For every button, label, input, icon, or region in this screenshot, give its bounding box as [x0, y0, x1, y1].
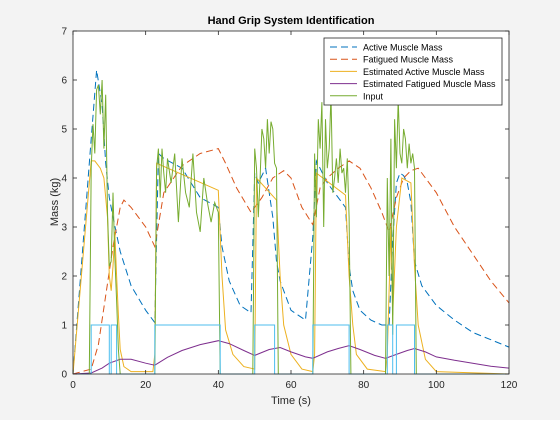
x-tick-label: 120	[501, 380, 518, 391]
x-tick-label: 80	[358, 380, 370, 391]
y-tick-label: 1	[61, 321, 67, 332]
x-axis-label: Time (s)	[271, 395, 311, 407]
y-tick-label: 2	[61, 272, 67, 283]
x-tick-label: 0	[70, 380, 76, 391]
legend: Active Muscle Mass Fatigued Muscle Mass Es…	[324, 38, 502, 105]
legend-label: Active Muscle Mass	[363, 43, 443, 53]
y-tick-label: 5	[61, 125, 67, 136]
legend-label: Estimated Active Muscle Mass	[363, 67, 485, 77]
y-tick-label: 6	[61, 76, 67, 87]
x-tick-label: 20	[140, 380, 152, 391]
y-tick-label: 7	[61, 27, 67, 38]
x-tick-label: 100	[428, 380, 445, 391]
legend-label: Estimated Fatigued Muscle Mass	[363, 79, 496, 89]
legend-label: Fatigued Muscle Mass	[363, 55, 454, 65]
y-tick-label: 0	[61, 370, 67, 381]
x-tick-label: 60	[285, 380, 297, 391]
y-tick-label: 4	[61, 174, 67, 185]
chart-title: Hand Grip System Identification	[208, 15, 375, 27]
y-axis-label: Mass (kg)	[49, 178, 61, 226]
legend-label: Input	[363, 91, 384, 101]
x-tick-label: 40	[213, 380, 225, 391]
y-tick-label: 3	[61, 223, 67, 234]
